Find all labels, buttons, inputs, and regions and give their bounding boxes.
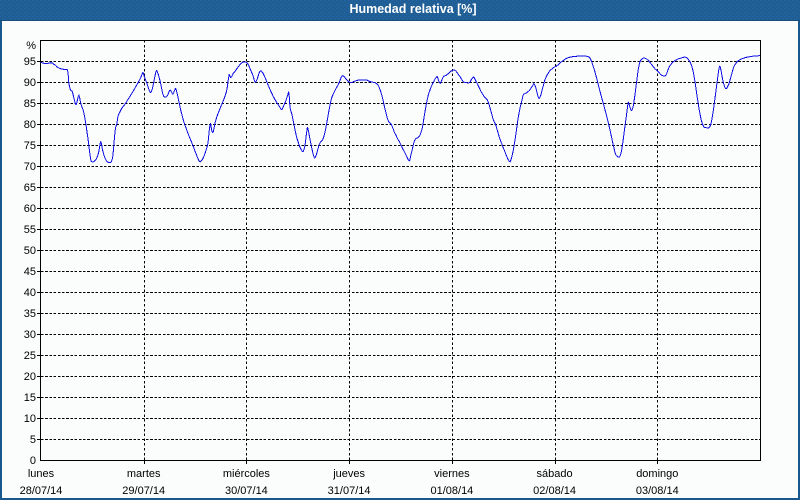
svg-text:85: 85 — [24, 98, 36, 110]
svg-text:31/07/14: 31/07/14 — [328, 485, 371, 497]
svg-text:30: 30 — [24, 329, 36, 341]
svg-text:50: 50 — [24, 245, 36, 257]
svg-text:70: 70 — [24, 161, 36, 173]
svg-text:viernes: viernes — [434, 468, 470, 480]
svg-text:10: 10 — [24, 413, 36, 425]
svg-text:%: % — [26, 40, 36, 52]
svg-text:03/08/14: 03/08/14 — [636, 485, 679, 497]
svg-text:5: 5 — [30, 434, 36, 446]
svg-text:lunes: lunes — [28, 468, 55, 480]
svg-text:domingo: domingo — [636, 468, 678, 480]
svg-text:jueves: jueves — [332, 468, 365, 480]
svg-text:35: 35 — [24, 308, 36, 320]
svg-text:0: 0 — [30, 455, 36, 467]
svg-text:15: 15 — [24, 392, 36, 404]
svg-text:miércoles: miércoles — [223, 468, 271, 480]
svg-text:02/08/14: 02/08/14 — [533, 485, 576, 497]
svg-text:65: 65 — [24, 182, 36, 194]
svg-text:40: 40 — [24, 287, 36, 299]
svg-text:sábado: sábado — [537, 468, 573, 480]
svg-text:30/07/14: 30/07/14 — [225, 485, 268, 497]
svg-text:28/07/14: 28/07/14 — [20, 485, 63, 497]
svg-text:55: 55 — [24, 224, 36, 236]
svg-text:90: 90 — [24, 77, 36, 89]
svg-text:20: 20 — [24, 371, 36, 383]
svg-text:80: 80 — [24, 119, 36, 131]
svg-text:95: 95 — [24, 56, 36, 68]
svg-text:29/07/14: 29/07/14 — [122, 485, 165, 497]
svg-text:martes: martes — [127, 468, 161, 480]
svg-text:75: 75 — [24, 140, 36, 152]
svg-text:45: 45 — [24, 266, 36, 278]
svg-text:01/08/14: 01/08/14 — [430, 485, 473, 497]
svg-text:25: 25 — [24, 350, 36, 362]
svg-text:60: 60 — [24, 203, 36, 215]
